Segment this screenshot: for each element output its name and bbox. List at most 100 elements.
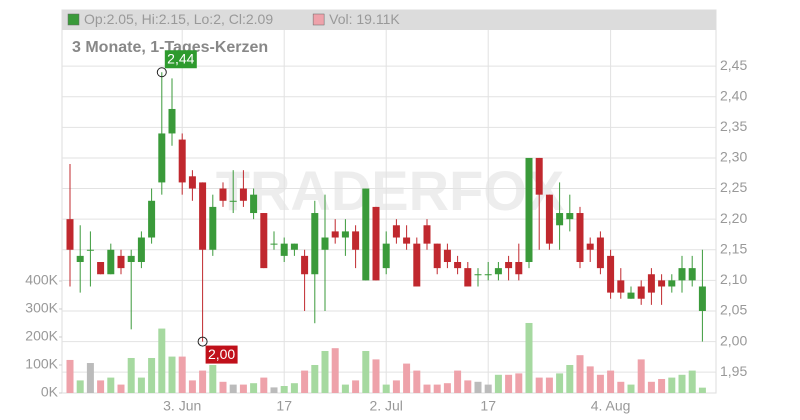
candle-body — [433, 243, 441, 269]
candle-body — [658, 280, 666, 287]
candle-body — [382, 243, 390, 269]
candle-body — [290, 243, 298, 250]
y-tick-label: 2,15 — [720, 240, 747, 256]
y-tick-label: 2,45 — [720, 57, 747, 73]
volume-bar — [188, 380, 196, 393]
volume-bar — [494, 374, 502, 393]
volume-bar — [576, 355, 584, 393]
volume-bar — [535, 377, 543, 393]
candle-body — [545, 194, 553, 244]
candle-body — [178, 139, 186, 183]
volume-bar — [627, 384, 635, 393]
candle-body — [443, 249, 451, 263]
header-bar — [62, 10, 716, 30]
y-tick-label: 2,30 — [720, 149, 747, 165]
volume-bar — [668, 377, 676, 393]
candle-body — [637, 286, 645, 299]
volume-bar — [413, 370, 421, 393]
volume-bar — [647, 381, 655, 393]
volume-bar — [260, 377, 268, 393]
x-tick-label: 4. Aug — [591, 398, 631, 414]
candle-body — [188, 176, 196, 189]
candle-body — [219, 188, 227, 201]
volume-bar — [403, 363, 411, 393]
volume-bar — [219, 381, 227, 393]
candle-body — [311, 213, 319, 275]
volume-bar — [250, 383, 258, 393]
volume-bar — [443, 383, 451, 393]
volume-bar — [678, 374, 686, 393]
candle-body — [586, 243, 594, 250]
annotation-box — [205, 345, 238, 364]
legend-label: Op:2.05, Hi:2.15, Lo:2, Cl:2.09 — [84, 11, 273, 27]
annotation-label: 2,44 — [167, 50, 194, 66]
candle-body — [260, 213, 268, 269]
volume-bar — [209, 364, 217, 393]
volume-bar — [229, 384, 237, 393]
candle-body — [423, 225, 431, 244]
y2-tick-label: 0K — [41, 384, 59, 400]
candle-body — [627, 292, 635, 299]
y2-tick-label: 200K — [25, 328, 58, 344]
y-tick-label: 2,05 — [720, 302, 747, 318]
candle-body — [209, 206, 217, 250]
candle-body — [566, 213, 574, 220]
candle-body — [352, 231, 360, 250]
y2-tick-label: 400K — [25, 272, 58, 288]
candle-body — [239, 188, 247, 201]
annotation-marker — [197, 336, 208, 347]
volume-bar — [464, 380, 472, 393]
candle-body — [250, 194, 258, 214]
candle-body — [596, 237, 604, 269]
candle-body — [199, 182, 207, 250]
volume-bar — [596, 374, 604, 393]
volume-bar — [372, 359, 380, 393]
annotation-label: 2,00 — [208, 346, 235, 362]
candle-body — [158, 133, 166, 183]
volume-bar — [341, 384, 349, 393]
candle-body — [474, 274, 482, 276]
candle-body — [617, 280, 625, 293]
volume-bar — [617, 381, 625, 393]
candle-body — [464, 268, 472, 287]
y-tick-label: 2,20 — [720, 210, 747, 226]
candle-body — [454, 262, 462, 269]
candle-body — [535, 157, 543, 195]
candle-body — [413, 243, 421, 287]
volume-bar — [178, 356, 186, 393]
volume-bar — [86, 363, 94, 393]
y2-tick-label: 100K — [25, 356, 58, 372]
candle-body — [97, 262, 105, 275]
candle-body — [372, 206, 380, 281]
x-tick-label: 2. Jul — [369, 398, 402, 414]
candle-body — [668, 280, 676, 287]
volume-bar — [280, 385, 288, 393]
candle-body — [331, 231, 339, 238]
volume-bar — [698, 387, 706, 393]
volume-bar — [515, 373, 523, 393]
volume-bar — [433, 384, 441, 393]
volume-bar — [107, 377, 115, 393]
volume-bar — [158, 328, 166, 393]
candle-body — [301, 255, 309, 275]
candle-body — [127, 255, 135, 263]
candle-body — [148, 200, 156, 238]
x-tick-label: 3. Jun — [163, 398, 201, 414]
y-tick-label: 2,00 — [720, 332, 747, 348]
volume-bar — [239, 384, 247, 393]
x-tick-label: 17 — [276, 398, 292, 414]
volume-bar — [392, 380, 400, 393]
volume-bar — [137, 377, 145, 393]
legend-swatch — [67, 13, 80, 26]
volume-bar — [556, 373, 564, 393]
candle-body — [168, 108, 176, 134]
y-tick-label: 2,25 — [720, 179, 747, 195]
candle-body — [698, 286, 706, 311]
candle-body — [137, 237, 145, 263]
volume-bar — [607, 370, 615, 393]
annotation-marker — [156, 67, 167, 78]
volume-bar — [484, 384, 492, 393]
volume-bar — [117, 384, 125, 393]
candle-body — [86, 249, 94, 251]
candle-body — [607, 255, 615, 293]
